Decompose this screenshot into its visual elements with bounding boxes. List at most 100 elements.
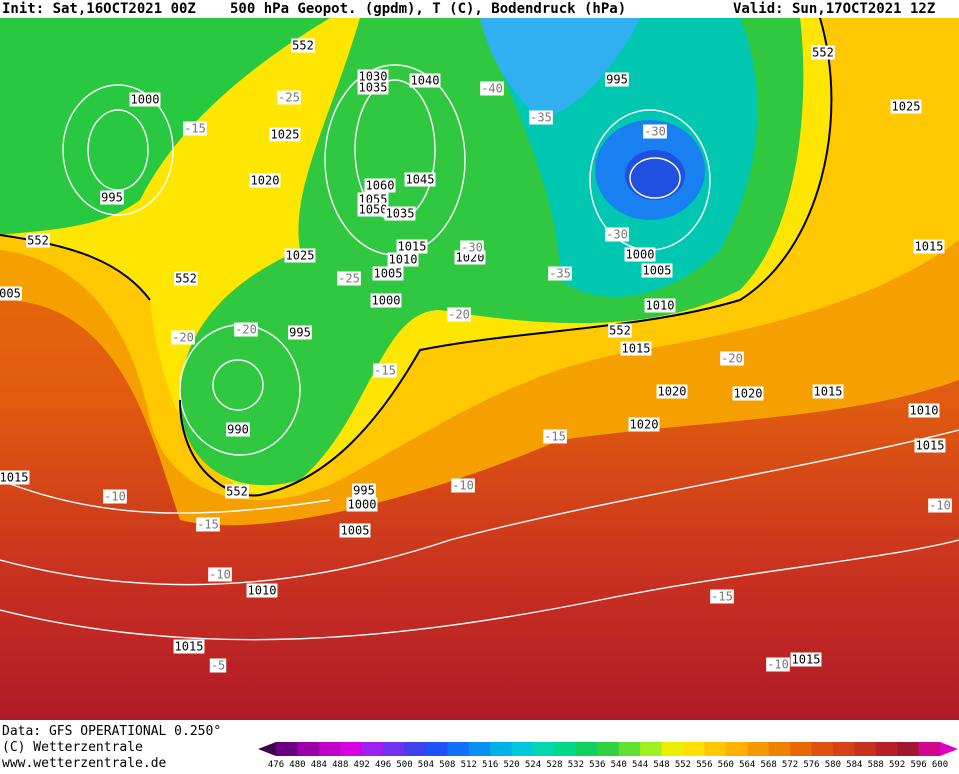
colorbar-label: 552 [675,760,691,770]
temperature-label-box [543,429,567,444]
pressure-label-box [226,422,250,437]
pressure-label-box [357,69,389,84]
pressure-label: 1020 [630,418,659,432]
pressure-label: 995 [353,484,375,498]
valid-time: Valid: Sun,17OCT2021 12Z [733,1,935,17]
temperature-label-box [171,330,195,345]
temperature-label: -30 [606,228,628,242]
pressure-label-box [173,639,205,654]
temperature-label: -20 [235,323,257,337]
colorbar-label: 584 [846,760,862,770]
temperature-label-box [277,90,301,105]
height-label-box [811,45,835,60]
pressure-label: 1010 [910,404,939,418]
temperature-label: -20 [721,352,743,366]
pressure-label: 1010 [389,253,418,267]
colorbar-cell [490,742,513,756]
temperature-label-box [196,517,220,532]
pressure-label-box [913,239,945,254]
colorbar-label: 592 [889,760,905,770]
height-label: 552 [27,234,49,248]
pressure-label-box [624,247,656,262]
temperature-label: -40 [481,82,503,96]
pressure-label-box [249,173,281,188]
colorbar-label: 568 [761,760,777,770]
colorbar-cell [533,742,555,756]
init-time: Init: Sat,16OCT2021 00Z [2,1,196,17]
pressure-label-box [644,298,676,313]
colorbar-label: 564 [739,760,755,770]
colorbar-label: 596 [910,760,926,770]
temperature-label: -30 [644,125,666,139]
temperature-label-box [529,110,553,125]
pressure-label: 1035 [359,81,388,95]
temperature-label-box [548,266,572,281]
colorbar-label: 580 [825,760,841,770]
temperature-label: -10 [929,499,951,513]
pressure-label-box [396,239,428,254]
website: www.wetterzentrale.de [2,756,167,770]
pressure-label-box [620,341,652,356]
pressure-label-box [370,293,402,308]
temperature-label-box [209,658,227,673]
pressure-label-box [288,325,312,340]
height-label-box [225,484,249,499]
pressure-label-box [352,483,376,498]
temperature-label-box [766,657,790,672]
colorbar-cell [875,742,898,756]
pressure-label-box [656,384,688,399]
height-label: 552 [812,46,834,60]
colorbar-label: 476 [268,760,284,770]
colorbar-cell [383,742,406,756]
pressure-label-box [409,73,441,88]
pressure-label: 1000 [626,248,655,262]
pressure-label: 1000 [372,294,401,308]
colorbar-cell [511,742,534,756]
pressure-label: 995 [101,191,123,205]
pressure-label: 1015 [175,640,204,654]
temperature-label-box [183,121,207,136]
height-label-box [26,233,50,248]
colorbar-cell [747,742,770,756]
height-label-box [174,271,198,286]
colorbar-cell [318,742,341,756]
pressure-label-box [129,92,161,107]
colorbar-cell [575,742,598,756]
colorbar-label: 504 [418,760,434,770]
colorbar-cell [704,742,727,756]
pressure-label-box [339,523,371,538]
colorbar-cell [404,742,427,756]
colorbar-label: 524 [525,760,541,770]
pressure-label: 1015 [792,653,821,667]
pressure-label-box [387,252,419,267]
colorbar-cell [918,742,941,756]
temperature-label-box [373,363,397,378]
colorbar-label: 588 [868,760,884,770]
pressure-label: 1020 [658,385,687,399]
pressure-label: 1000 [131,93,160,107]
pressure-label-box [246,583,278,598]
colorbar-cell [682,742,705,756]
pressure-label: 1020 [251,174,280,188]
colorbar-cell [661,742,684,756]
colorbar-label: 576 [803,760,819,770]
pressure-label: 1020 [734,387,763,401]
pressure-label-box [357,80,389,95]
temperature-label: -15 [184,122,206,136]
height-label: 552 [292,39,314,53]
copyright: (C) Wetterzentrale [2,740,143,755]
pressure-label: 1025 [892,100,921,114]
pressure-label: 1015 [814,385,843,399]
height-label: 552 [226,485,248,499]
temperature-label: -15 [544,430,566,444]
colorbar-cell [725,742,748,756]
pressure-label: 995 [289,326,311,340]
pressure-label-box [890,99,922,114]
colorbar-cell [790,742,812,756]
pressure-label: 005 [0,287,21,301]
colorbar-label: 508 [439,760,455,770]
pressure-label: 1025 [286,249,315,263]
height-label: 552 [609,324,631,338]
colorbar-cell [276,742,298,756]
